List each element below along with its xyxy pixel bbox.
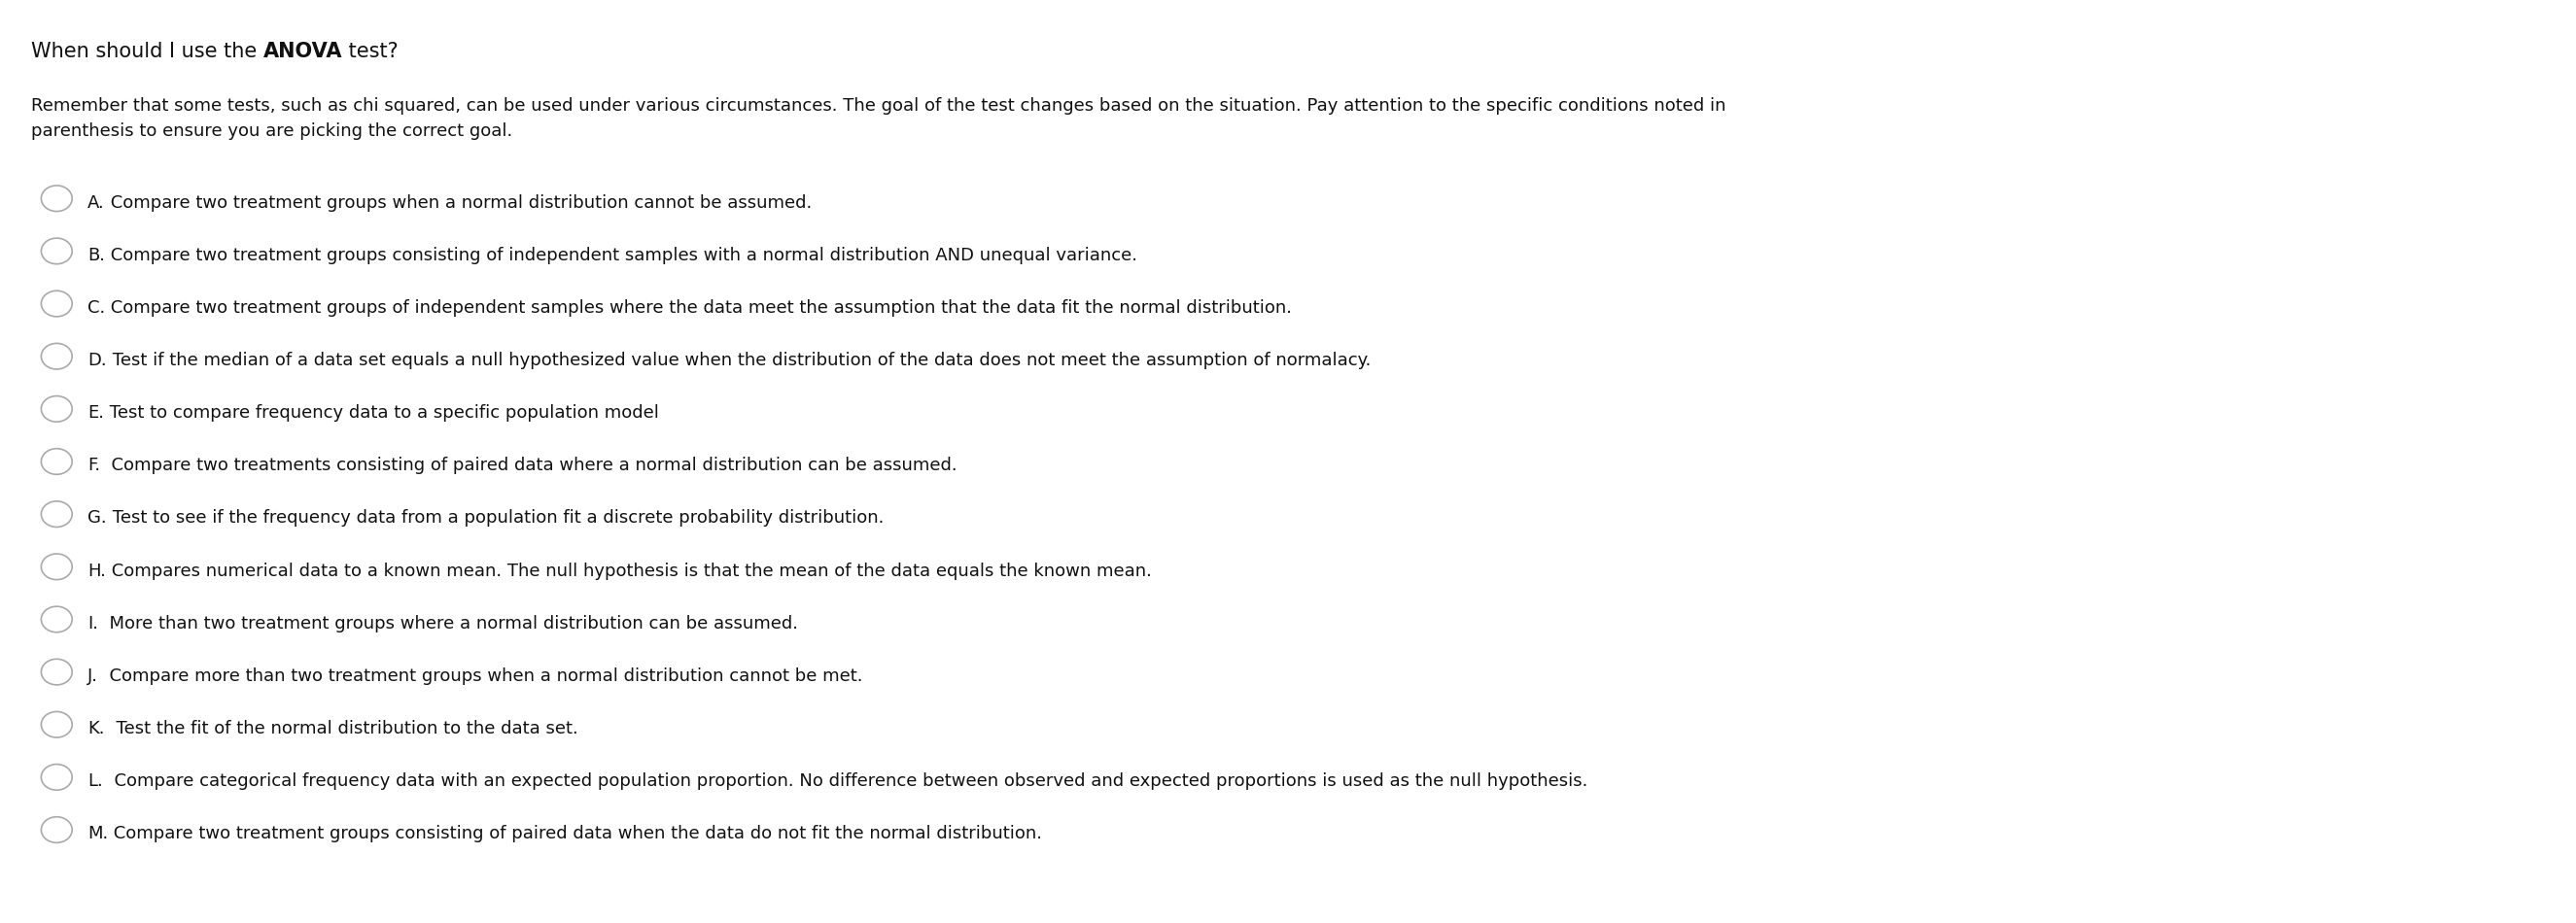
Text: Test to see if the frequency data from a population fit a discrete probability d: Test to see if the frequency data from a… (106, 509, 884, 527)
Text: Compare two treatment groups consisting of independent samples with a normal dis: Compare two treatment groups consisting … (106, 246, 1139, 264)
Text: Compare categorical frequency data with an expected population proportion. No di: Compare categorical frequency data with … (103, 773, 1587, 790)
Text: Test to compare frequency data to a specific population model: Test to compare frequency data to a spec… (103, 404, 659, 422)
Text: Test if the median of a data set equals a null hypothesized value when the distr: Test if the median of a data set equals … (106, 352, 1370, 369)
Text: H.: H. (88, 562, 106, 580)
Text: Compare two treatment groups when a normal distribution cannot be assumed.: Compare two treatment groups when a norm… (106, 194, 811, 211)
Text: A.: A. (88, 194, 106, 211)
Text: Compares numerical data to a known mean. The null hypothesis is that the mean of: Compares numerical data to a known mean.… (106, 562, 1151, 580)
Text: J.: J. (88, 667, 98, 685)
Text: B.: B. (88, 246, 106, 264)
Text: Compare two treatment groups of independent samples where the data meet the assu: Compare two treatment groups of independ… (106, 299, 1293, 317)
Text: D.: D. (88, 352, 106, 369)
Text: ANOVA: ANOVA (263, 42, 343, 61)
Text: Test the fit of the normal distribution to the data set.: Test the fit of the normal distribution … (106, 720, 577, 737)
Text: test?: test? (343, 42, 399, 61)
Text: Compare two treatments consisting of paired data where a normal distribution can: Compare two treatments consisting of pai… (100, 457, 958, 474)
Text: I.: I. (88, 615, 98, 632)
Text: M.: M. (88, 825, 108, 843)
Text: Remember that some tests, such as chi squared, can be used under various circums: Remember that some tests, such as chi sq… (31, 97, 1726, 140)
Text: C.: C. (88, 299, 106, 317)
Text: L.: L. (88, 773, 103, 790)
Text: E.: E. (88, 404, 103, 422)
Text: Compare two treatment groups consisting of paired data when the data do not fit : Compare two treatment groups consisting … (108, 825, 1043, 843)
Text: G.: G. (88, 509, 106, 527)
Text: K.: K. (88, 720, 106, 737)
Text: F.: F. (88, 457, 100, 474)
Text: When should I use the: When should I use the (31, 42, 263, 61)
Text: More than two treatment groups where a normal distribution can be assumed.: More than two treatment groups where a n… (98, 615, 799, 632)
Text: Compare more than two treatment groups when a normal distribution cannot be met.: Compare more than two treatment groups w… (98, 667, 863, 685)
